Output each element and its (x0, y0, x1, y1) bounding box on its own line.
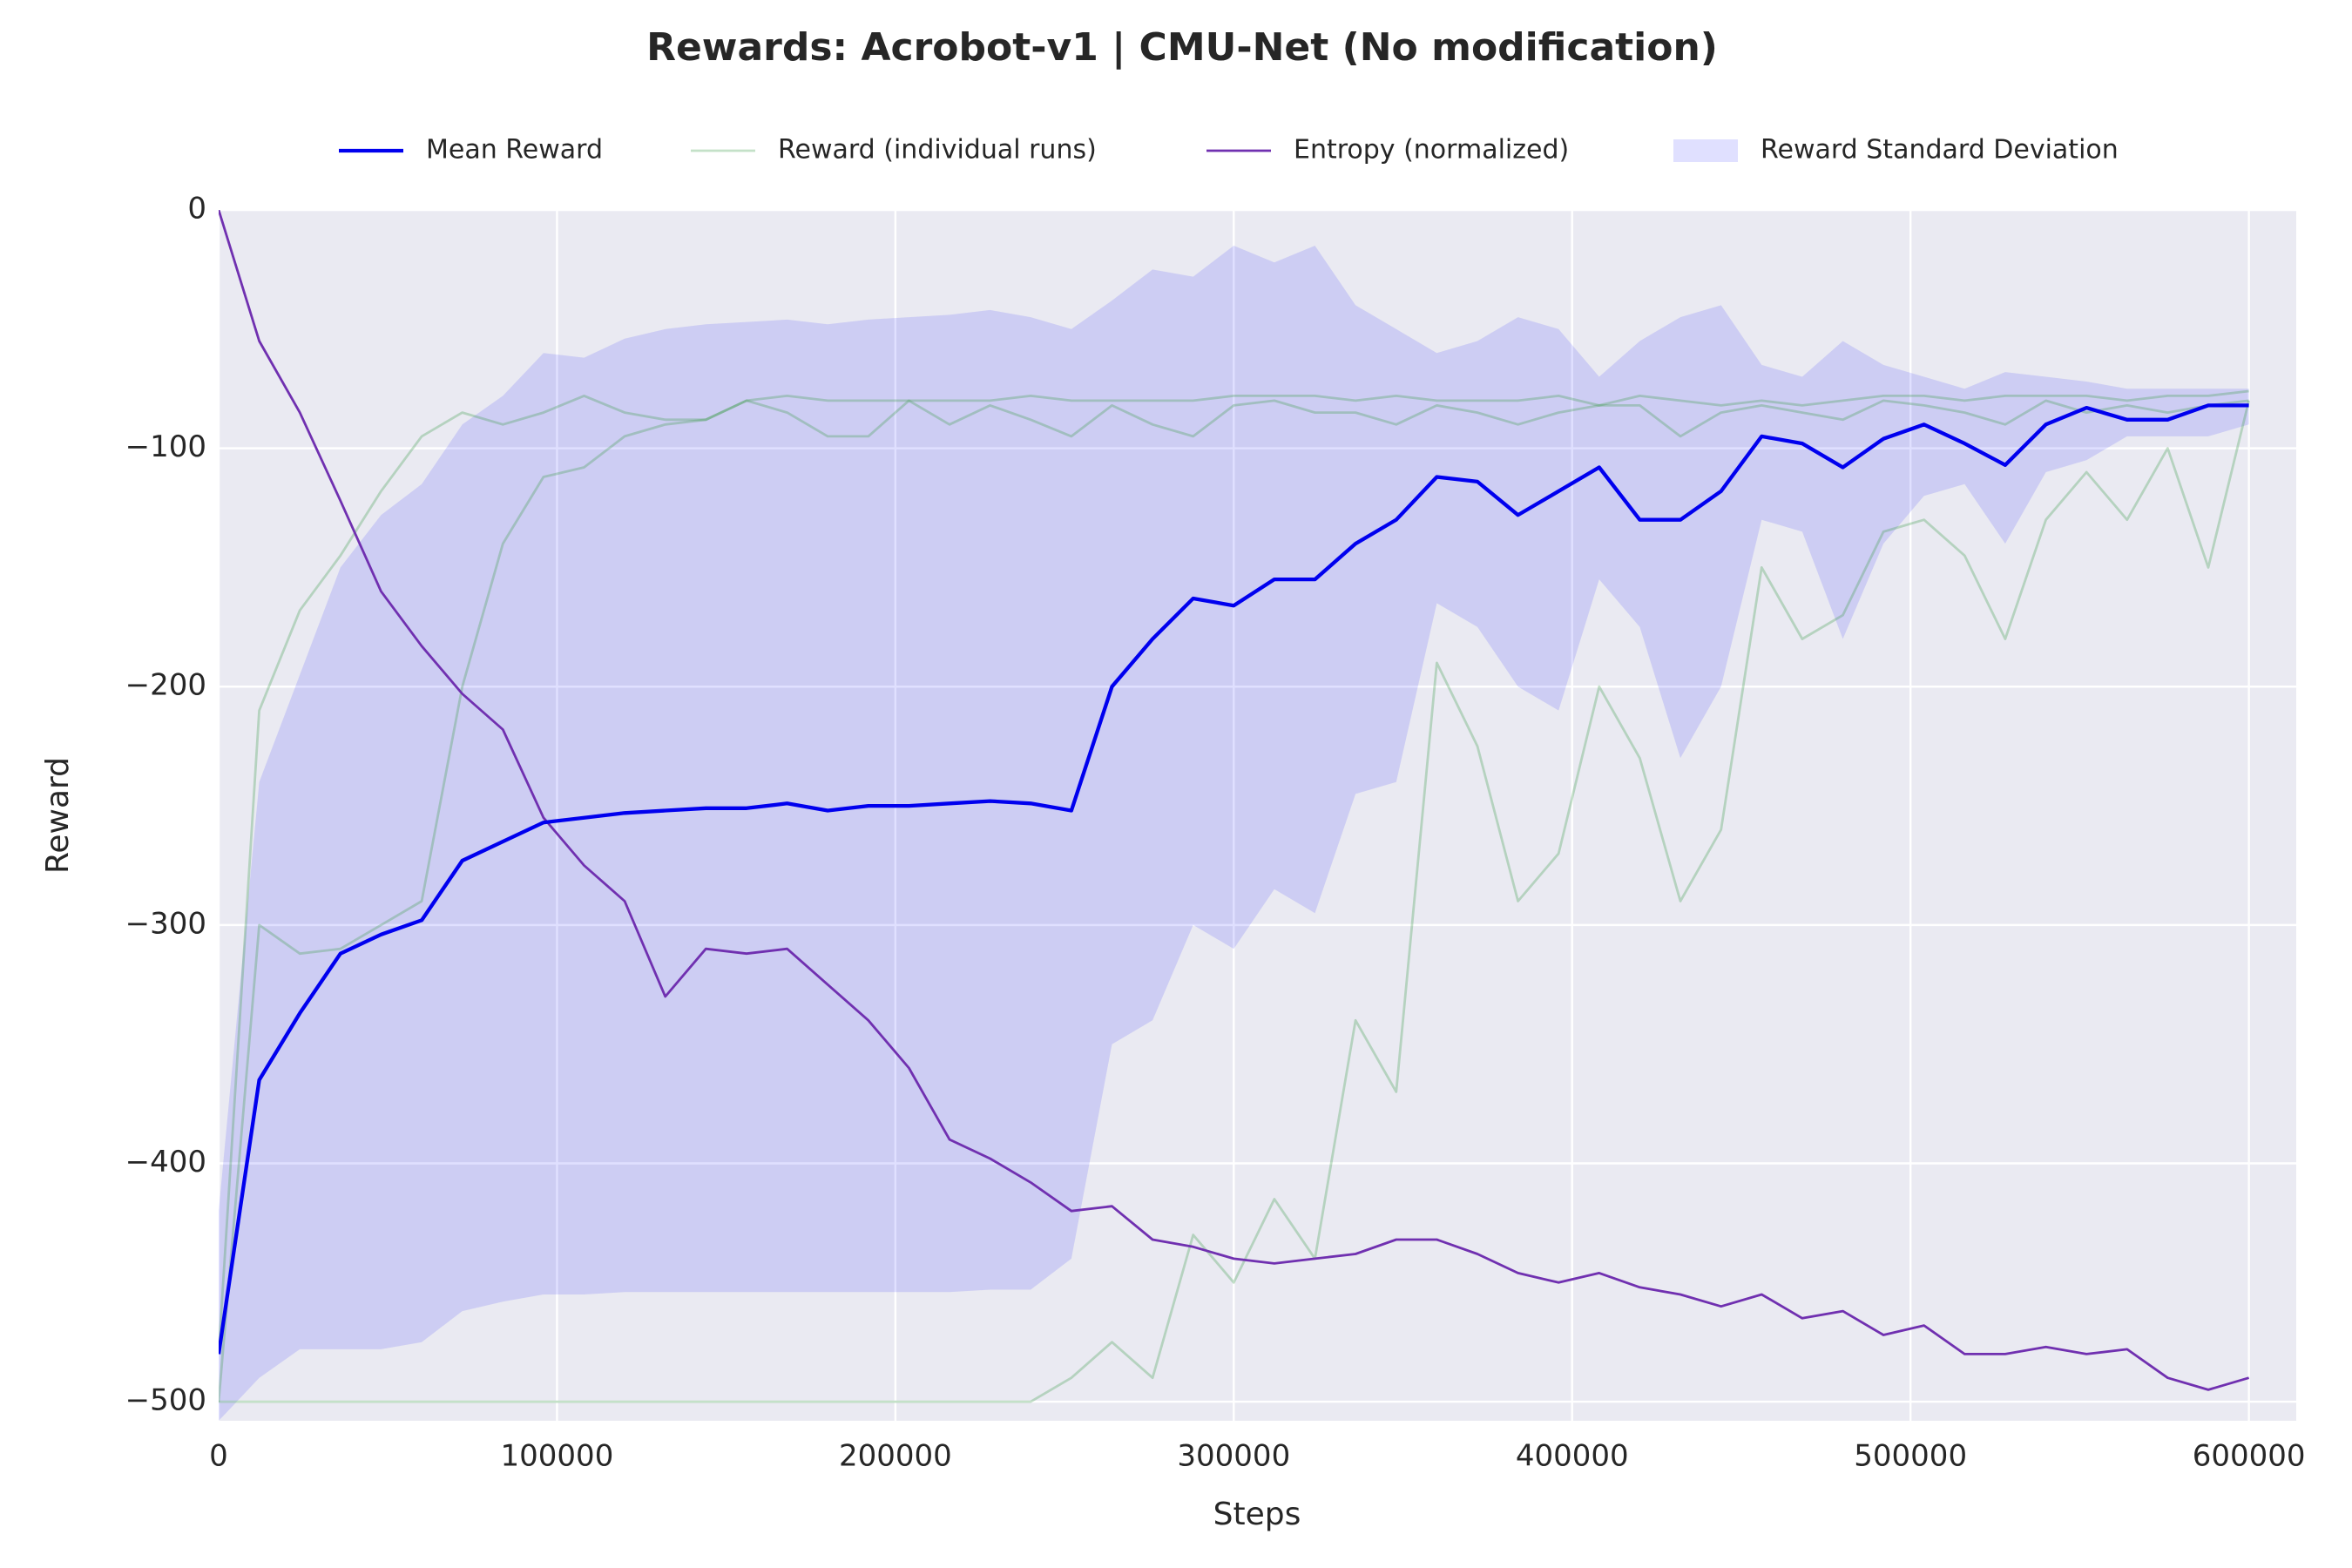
x-tick-label: 600000 (2193, 1439, 2306, 1474)
plot-layer (219, 210, 2250, 1421)
legend-swatch (1673, 139, 1738, 162)
x-tick-label: 500000 (1854, 1439, 1967, 1474)
x-tick-label: 400000 (1516, 1439, 1629, 1474)
x-tick-label: 200000 (839, 1439, 952, 1474)
x-tick-label: 0 (209, 1439, 228, 1474)
y-tick-label: −300 (125, 906, 206, 941)
y-axis-label: Reward (40, 757, 76, 874)
mean-line (219, 403, 2249, 1355)
y-tick-label: −200 (125, 668, 206, 703)
y-tick-label: −500 (125, 1383, 206, 1418)
y-tick-label: −100 (125, 429, 206, 464)
run-line (219, 400, 2250, 1403)
legend-label: Reward (individual runs) (778, 135, 1097, 166)
std-band (219, 246, 2249, 1421)
plot-area (219, 210, 2296, 1421)
y-tick-label: −400 (125, 1145, 206, 1179)
run-line (219, 389, 2249, 1355)
run-line (219, 399, 2249, 1402)
chart-title: Rewards: Acrobot-v1 | CMU-Net (No modifi… (646, 25, 1718, 70)
y-tick-label: 0 (187, 192, 206, 226)
x-tick-label: 100000 (501, 1439, 614, 1474)
x-axis-label: Steps (1213, 1497, 1301, 1532)
legend-label: Entropy (normalized) (1294, 135, 1569, 166)
legend-label: Reward Standard Deviation (1761, 135, 2119, 166)
x-tick-label: 300000 (1177, 1439, 1290, 1474)
legend-label: Mean Reward (426, 135, 603, 166)
entropy-line (219, 210, 2249, 1391)
